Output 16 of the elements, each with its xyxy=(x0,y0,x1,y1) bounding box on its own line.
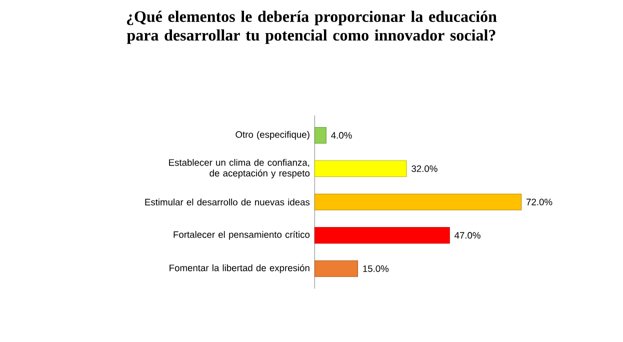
y-tick-label: Estimular el desarrollo de nuevas ideas xyxy=(145,198,310,206)
y-tick-label: Fomentar la libertad de expresión xyxy=(170,264,310,274)
bar xyxy=(314,227,450,244)
y-tick-label: Otro (especifique) xyxy=(236,130,310,140)
data-label: 15.0% xyxy=(363,265,389,272)
data-label: 47.0% xyxy=(454,232,480,239)
data-label: 72.0% xyxy=(526,198,552,206)
chart-title: ¿Qué elementos le debería proporcionar la educación para desarrollar tu potencial como innovador social? xyxy=(126,10,497,44)
bar xyxy=(314,127,326,144)
y-tick-label: Establecer un clima de confianza, de aceptación y respeto xyxy=(169,158,310,178)
y-tick-label: Fortalecer el pensamiento crítico xyxy=(174,230,310,240)
bar xyxy=(314,194,522,210)
data-label: 32.0% xyxy=(412,165,438,172)
bar xyxy=(314,260,358,277)
data-label: 4.0% xyxy=(331,132,352,139)
bar xyxy=(314,160,407,177)
